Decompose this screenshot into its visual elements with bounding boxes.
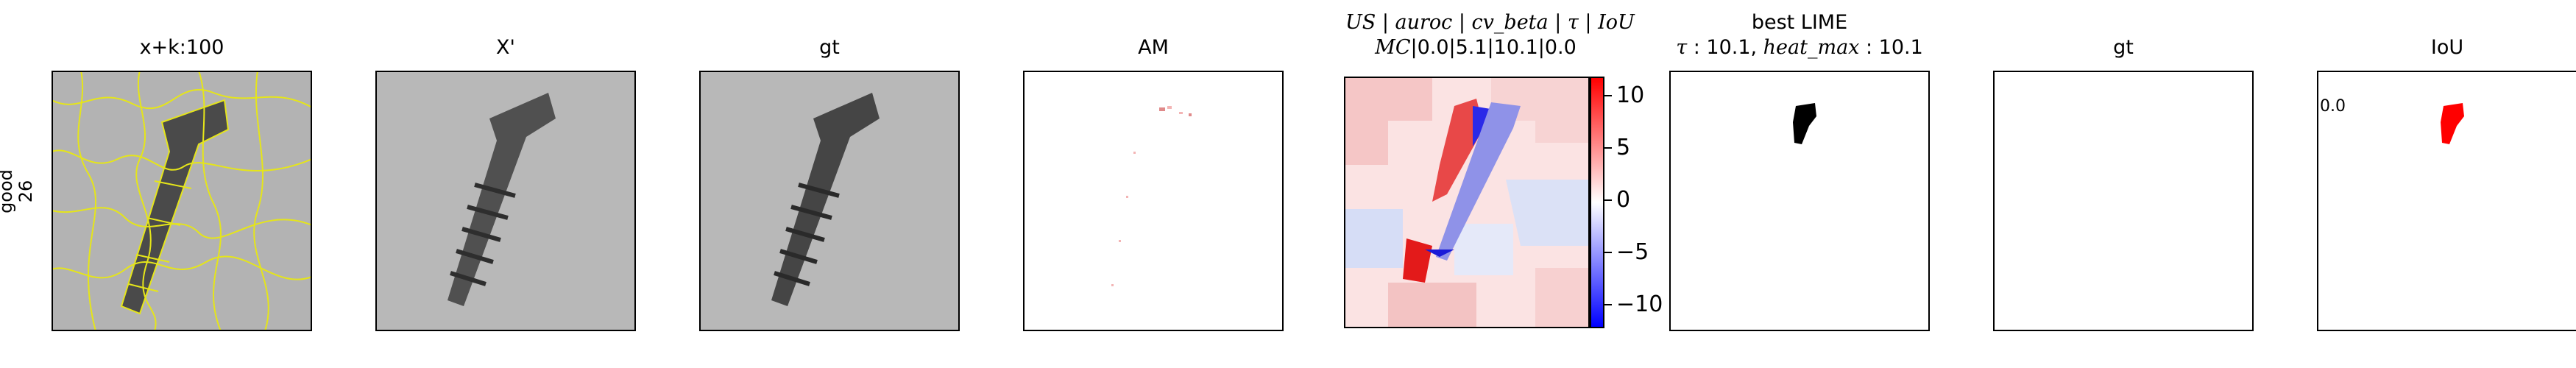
panel-frame: [699, 71, 960, 331]
panel-reconstruction: [375, 71, 636, 331]
title-metrics-header: US | auroc | cv_beta | τ | IoU: [1345, 11, 1635, 34]
panel-title-reconstruction: X': [496, 36, 515, 59]
colorbar-tick: [1604, 199, 1612, 201]
colorbar-tick-label: 5: [1616, 135, 1631, 160]
lime-heatmap-image: [1344, 77, 1590, 328]
panel-frame: [1993, 71, 2254, 331]
colorbar-tick: [1604, 252, 1612, 253]
panel-frame: [375, 71, 636, 331]
ground-truth-image: [699, 71, 960, 331]
superpixel-image: [52, 71, 312, 331]
reconstruction-image: [375, 71, 636, 331]
panel-ground-truth-image: [699, 71, 960, 331]
row-label-class: good: [0, 169, 16, 213]
panel-anomaly-map: [1023, 71, 1284, 331]
colorbar-tick: [1604, 95, 1612, 96]
title-metrics-values: MC|0.0|5.1|10.1|0.0: [1375, 36, 1577, 59]
colorbar-tick-label: −5: [1616, 239, 1649, 265]
panel-title-superpixels: x+k:100: [139, 36, 224, 59]
panel-best-lime: [1669, 71, 1930, 331]
best-lime-mask: [1669, 71, 1930, 331]
panel-title-anomaly-map: AM: [1138, 36, 1169, 59]
panel-frame: [1669, 71, 1930, 331]
colorbar-tick-label: −10: [1616, 291, 1663, 317]
colorbar-tick: [1604, 147, 1612, 149]
panel-lime-heatmap: [1344, 77, 1590, 328]
panel-frame: [1344, 77, 1590, 328]
iou-overlay: [2317, 71, 2576, 331]
panel-title-ground-truth-image: gt: [819, 36, 840, 59]
panel-title-best-lime: best LIME τ : 10.1, heat_max : 10.1: [1669, 10, 1930, 60]
iou-value-annotation: 0.0: [2320, 97, 2346, 116]
best-lime-params: τ : 10.1, heat_max : 10.1: [1676, 36, 1923, 59]
best-lime-title: best LIME: [1751, 11, 1848, 34]
panel-frame: [2317, 71, 2576, 331]
colorbar-tick-label: 10: [1616, 82, 1645, 108]
panel-frame: [1023, 71, 1284, 331]
colorbar-tick: [1604, 304, 1612, 305]
colorbar: [1590, 77, 1604, 328]
panel-title-lime-heatmap: US | auroc | cv_beta | τ | IoU MC|0.0|5.…: [1345, 10, 1635, 60]
anomaly-map-image: [1023, 71, 1284, 331]
panel-title-ground-truth-mask: gt: [2113, 36, 2134, 59]
panel-superpixels: [52, 71, 312, 331]
panel-ground-truth-mask: [1993, 71, 2254, 331]
colorbar-tick-label: 0: [1616, 187, 1631, 213]
panel-frame: [52, 71, 312, 331]
ground-truth-mask: [1993, 71, 2254, 331]
panel-title-iou: IoU: [2430, 36, 2464, 59]
row-label-index: 26: [15, 180, 36, 203]
panel-iou: [2317, 71, 2576, 331]
row-label: good 26: [0, 169, 48, 213]
